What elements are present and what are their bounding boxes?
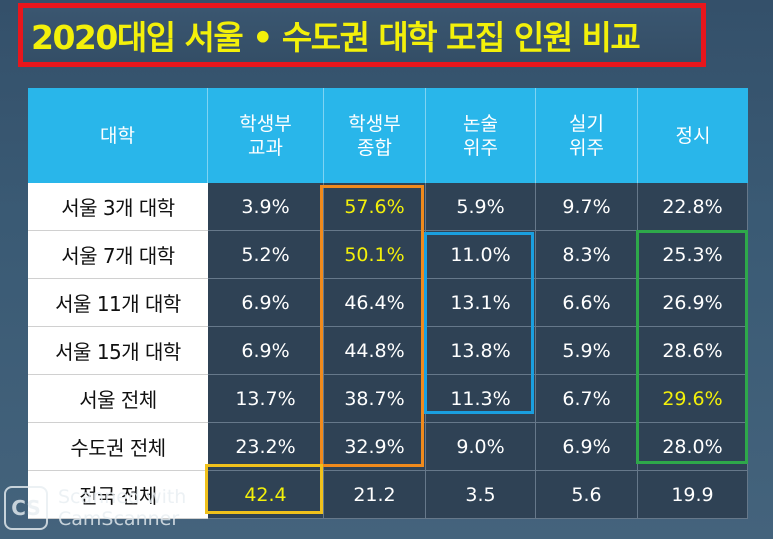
table-cell: 32.9% xyxy=(324,423,426,471)
row-label: 서울 11개 대학 xyxy=(28,279,208,327)
comparison-table: 대학 학생부 교과 학생부 종합 논술 위주 실기 위주 정시 서울 3개 대학… xyxy=(28,88,748,519)
table-cell: 21.2 xyxy=(324,471,426,519)
table-cell: 23.2% xyxy=(208,423,324,471)
header-col-0-line2: 교과 xyxy=(248,136,283,159)
header-col-2: 논술 위주 xyxy=(426,88,536,183)
table-cell: 44.8% xyxy=(324,327,426,375)
header-col-3-line1: 실기 xyxy=(569,112,604,135)
header-col-0-line1: 학생부 xyxy=(239,112,292,135)
table-cell: 29.6% xyxy=(638,375,748,423)
header-col-3-line2: 위주 xyxy=(569,136,604,159)
title-banner: 2020대입 서울 • 수도권 대학 모집 인원 비교 xyxy=(18,3,706,67)
table-cell: 9.7% xyxy=(536,183,638,231)
camscanner-logo-icon: CS xyxy=(4,486,48,530)
header-university-label: 대학 xyxy=(100,124,135,147)
table-cell: 13.1% xyxy=(426,279,536,327)
row-label: 서울 전체 xyxy=(28,375,208,423)
header-col-1-line1: 학생부 xyxy=(348,112,401,135)
table-cell: 3.5 xyxy=(426,471,536,519)
table-cell: 5.9% xyxy=(536,327,638,375)
page-title: 2020대입 서울 • 수도권 대학 모집 인원 비교 xyxy=(31,18,641,57)
camscanner-watermark: CS Scanned with CamScanner xyxy=(4,486,186,530)
row-label: 서울 7개 대학 xyxy=(28,231,208,279)
header-col-4: 정시 xyxy=(638,88,748,183)
row-label: 전국 전체 xyxy=(28,471,208,519)
header-col-1-line2: 종합 xyxy=(357,136,392,159)
header-university: 대학 xyxy=(28,88,208,183)
table-cell: 57.6% xyxy=(324,183,426,231)
table-cell: 11.3% xyxy=(426,375,536,423)
table-cell: 50.1% xyxy=(324,231,426,279)
header-col-2-line2: 위주 xyxy=(463,136,498,159)
header-col-3: 실기 위주 xyxy=(536,88,638,183)
row-label: 서울 3개 대학 xyxy=(28,183,208,231)
row-label: 서울 15개 대학 xyxy=(28,327,208,375)
header-col-4-line1: 정시 xyxy=(675,124,711,147)
table-cell: 46.4% xyxy=(324,279,426,327)
table-cell: 6.9% xyxy=(208,279,324,327)
table-cell: 8.3% xyxy=(536,231,638,279)
table-cell: 22.8% xyxy=(638,183,748,231)
table-cell: 3.9% xyxy=(208,183,324,231)
table-cell: 25.3% xyxy=(638,231,748,279)
watermark-line1: Scanned with xyxy=(58,486,187,508)
row-label: 수도권 전체 xyxy=(28,423,208,471)
table-cell: 6.7% xyxy=(536,375,638,423)
header-col-1: 학생부 종합 xyxy=(324,88,426,183)
table-cell: 42.4 xyxy=(208,471,324,519)
table-cell: 6.9% xyxy=(208,327,324,375)
table-cell: 19.9 xyxy=(638,471,748,519)
table-cell: 11.0% xyxy=(426,231,536,279)
table-cell: 28.6% xyxy=(638,327,748,375)
watermark-line2: CamScanner xyxy=(58,508,180,530)
table-cell: 5.9% xyxy=(426,183,536,231)
table-cell: 28.0% xyxy=(638,423,748,471)
table-cell: 5.2% xyxy=(208,231,324,279)
table-cell: 38.7% xyxy=(324,375,426,423)
table-cell: 5.6 xyxy=(536,471,638,519)
table-cell: 13.8% xyxy=(426,327,536,375)
table-cell: 6.6% xyxy=(536,279,638,327)
table-cell: 26.9% xyxy=(638,279,748,327)
header-col-0: 학생부 교과 xyxy=(208,88,324,183)
table-cell: 13.7% xyxy=(208,375,324,423)
table-cell: 6.9% xyxy=(536,423,638,471)
table-cell: 9.0% xyxy=(426,423,536,471)
header-col-2-line1: 논술 xyxy=(463,112,498,135)
